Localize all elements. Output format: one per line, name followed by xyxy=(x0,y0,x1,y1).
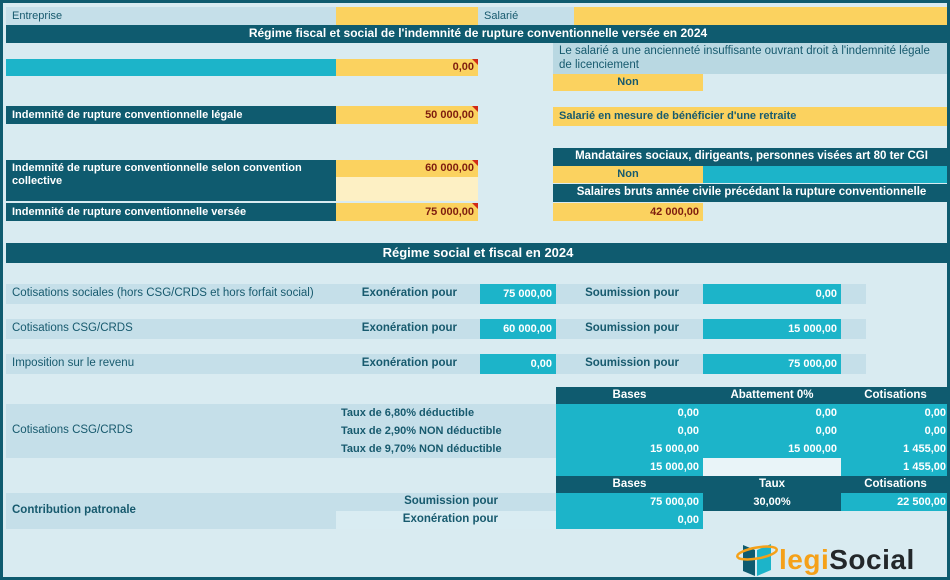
comment-marker-icon xyxy=(472,106,478,112)
patronale-header-taux: Taux xyxy=(759,477,785,490)
csg-abattement-value: 15 000,00 xyxy=(788,442,837,455)
csg-bases-value: 0,00 xyxy=(677,406,699,419)
entreprise-input[interactable] xyxy=(336,7,478,25)
main-title: Régime fiscal et social de l'indemnité d… xyxy=(6,25,947,43)
patronale-header-cotisations: Cotisations xyxy=(864,477,927,490)
exoneration-value: 75 000,00 xyxy=(480,284,556,304)
comment-marker-icon xyxy=(472,160,478,166)
csg-cotisations-value: 0,00 xyxy=(924,406,946,419)
patronale-soumission-label: Soumission pour xyxy=(336,493,556,511)
csg-row-label: Cotisations CSG/CRDS xyxy=(12,424,133,437)
logo-text-legi: legi xyxy=(779,544,830,575)
soumission-value: 0,00 xyxy=(703,284,841,304)
csg-label-band xyxy=(6,404,556,458)
section2-title: Régime social et fiscal en 2024 xyxy=(6,243,947,263)
soumission-label: Soumission pour xyxy=(585,287,679,300)
soumission-label: Soumission pour xyxy=(585,357,679,370)
legisocial-logo: legiSocial xyxy=(735,540,915,577)
versee-value[interactable]: 75 000,00 xyxy=(336,203,478,221)
versee-label: Indemnité de rupture conventionnelle ver… xyxy=(6,203,336,221)
patronale-exoneration-label: Exonération pour xyxy=(336,511,556,529)
exoneration-label: Exonération pour xyxy=(361,357,457,370)
exoneration-value: 60 000,00 xyxy=(480,319,556,339)
patronale-row-label: Contribution patronale xyxy=(6,493,336,529)
convention-value[interactable]: 60 000,00 xyxy=(336,160,478,177)
csg-header-bases: Bases xyxy=(612,388,647,401)
csg-taux-label: Taux de 6,80% déductible xyxy=(341,406,475,419)
anciennete-value[interactable]: Non xyxy=(553,74,703,91)
soumission-label: Soumission pour xyxy=(585,322,679,335)
fiscal-row-label: Cotisations CSG/CRDS xyxy=(12,322,133,335)
retraite-label[interactable]: Salarié en mesure de bénéficier d'une re… xyxy=(553,107,947,126)
mandataires-header: Mandataires sociaux, dirigeants, personn… xyxy=(553,148,947,166)
csg-cotisations-value: 1 455,00 xyxy=(903,442,946,455)
input-highlight-bar xyxy=(6,59,336,76)
fiscal-row-label: Imposition sur le revenu xyxy=(12,357,135,370)
soumission-value: 15 000,00 xyxy=(703,319,841,339)
patronale-table-header xyxy=(556,476,947,493)
fiscal-row xyxy=(6,354,866,374)
row0-value-text: 0,00 xyxy=(452,61,474,74)
csg-header-abattement: Abattement 0% xyxy=(730,388,814,401)
anciennete-text: Le salarié a une ancienneté insuffisante… xyxy=(553,43,947,74)
exoneration-value: 0,00 xyxy=(480,354,556,374)
legale-value[interactable]: 50 000,00 xyxy=(336,106,478,124)
row0-value[interactable]: 0,00 xyxy=(336,59,478,76)
mandataires-fill xyxy=(703,166,947,183)
csg-header-cotisations: Cotisations xyxy=(864,388,927,401)
legale-value-text: 50 000,00 xyxy=(425,108,474,121)
exoneration-label: Exonération pour xyxy=(361,287,457,300)
legisocial-logo-icon xyxy=(736,544,778,576)
csg-taux-label: Taux de 2,90% NON déductible xyxy=(341,424,502,437)
csg-total-abattement-empty xyxy=(703,458,841,476)
csg-taux-label: Taux de 9,70% NON déductible xyxy=(341,442,502,455)
legale-label: Indemnité de rupture conventionnelle lég… xyxy=(6,106,336,124)
entreprise-label: Entreprise xyxy=(6,7,336,25)
salaires-value[interactable]: 42 000,00 xyxy=(553,203,703,221)
salaires-header: Salaires bruts année civile précédant la… xyxy=(553,184,947,202)
csg-bases-value: 15 000,00 xyxy=(650,442,699,455)
csg-table-header xyxy=(556,387,947,404)
patronale-exoneration-bases: 0,00 xyxy=(556,511,703,529)
csg-cotisations-value: 0,00 xyxy=(924,424,946,437)
patronale-taux: 30,00% xyxy=(703,493,841,511)
convention-value-text: 60 000,00 xyxy=(425,162,474,175)
comment-marker-icon xyxy=(472,59,478,65)
csg-bases-value: 0,00 xyxy=(677,424,699,437)
csg-abattement-value: 0,00 xyxy=(815,406,837,419)
logo-text-social: Social xyxy=(829,544,915,575)
salarie-label: Salarié xyxy=(478,7,574,25)
fiscal-row-label: Cotisations sociales (hors CSG/CRDS et h… xyxy=(12,287,314,300)
versee-value-text: 75 000,00 xyxy=(425,205,474,218)
patronale-header-bases: Bases xyxy=(612,477,647,490)
convention-value-spacer xyxy=(336,177,478,201)
mandataires-value[interactable]: Non xyxy=(553,166,703,183)
patronale-soumission-bases: 75 000,00 xyxy=(556,493,703,511)
fiscal-row xyxy=(6,319,866,339)
comment-marker-icon xyxy=(472,203,478,209)
convention-label: Indemnité de rupture conventionnelle sel… xyxy=(6,160,336,201)
patronale-cotisations: 22 500,00 xyxy=(841,493,947,511)
salarie-input[interactable] xyxy=(574,7,947,25)
csg-total-bases: 15 000,00 xyxy=(650,460,699,473)
fiscal-row xyxy=(6,284,866,304)
soumission-value: 75 000,00 xyxy=(703,354,841,374)
csg-total-cotisations: 1 455,00 xyxy=(903,460,946,473)
csg-abattement-value: 0,00 xyxy=(815,424,837,437)
exoneration-label: Exonération pour xyxy=(361,322,457,335)
